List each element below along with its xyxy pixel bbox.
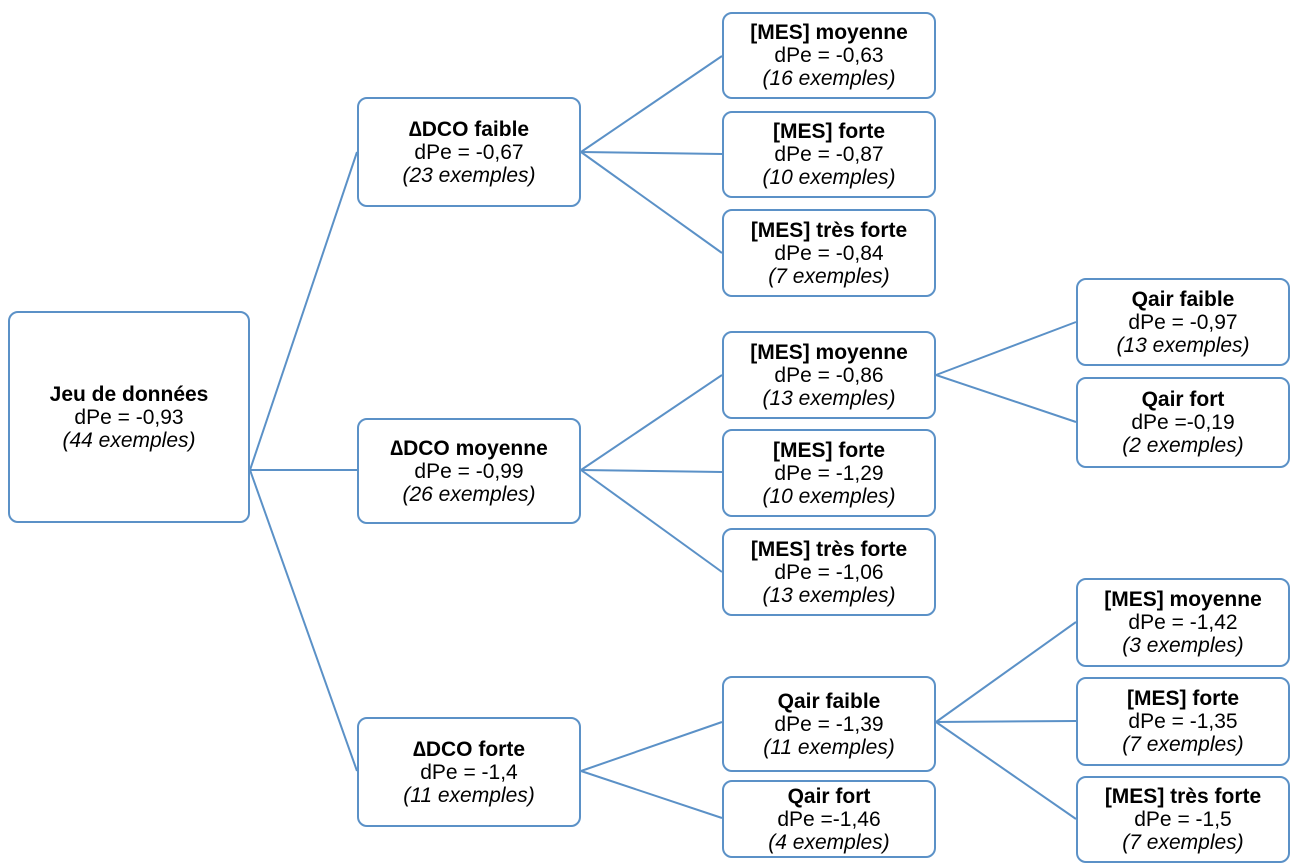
edge-qair-faible-mes-moyenne: [935, 621, 1077, 723]
node-mes-moyenne-qair-faible: Qair faible dPe = -0,97 (13 exemples): [1076, 278, 1290, 366]
node-dco-faible-mes-moyenne: [MES] moyenne dPe = -0,63 (16 exemples): [722, 12, 936, 99]
node-dpe-value: dPe = -1,4: [420, 760, 518, 784]
node-title: Jeu de données: [49, 382, 209, 406]
edge-dco-forte-qair-faible: [580, 721, 723, 772]
node-dpe-value: dPe = -0,67: [414, 140, 524, 164]
node-mes-moyenne-qair-fort: Qair fort dPe =-0,19 (2 exemples): [1076, 377, 1290, 468]
node-example-count: (13 exemples): [762, 386, 896, 410]
node-dco-moyenne-mes-moyenne: [MES] moyenne dPe = -0,86 (13 exemples): [722, 331, 936, 419]
node-example-count: (10 exemples): [762, 484, 896, 508]
node-title: [MES] forte: [773, 120, 885, 143]
node-example-count: (7 exemples): [1122, 831, 1244, 854]
node-example-count: (13 exemples): [762, 583, 896, 607]
node-dpe-value: dPe = -0,93: [74, 405, 184, 429]
node-example-count: (44 exemples): [62, 428, 196, 452]
node-dpe-value: dPe = -1,06: [774, 560, 884, 584]
node-example-count: (11 exemples): [763, 735, 895, 759]
node-dpe-value: dPe = -1,42: [1128, 611, 1238, 634]
edge-dco-faible-mes-tres-forte: [580, 151, 723, 254]
node-dco-forte: ∆DCO forte dPe = -1,4 (11 exemples): [357, 717, 581, 827]
node-title: [MES] très forte: [1104, 785, 1262, 808]
node-example-count: (10 exemples): [762, 166, 896, 189]
node-dpe-value: dPe = -0,99: [414, 459, 524, 483]
node-dpe-value: dPe = -1,29: [774, 461, 884, 485]
node-title: ∆DCO forte: [412, 737, 525, 761]
edge-dco-moyenne-mes-forte: [580, 469, 723, 473]
node-dco-faible-mes-tres-forte: [MES] très forte dPe = -0,84 (7 exemples…: [722, 209, 936, 297]
edge-dco-moyenne-mes-tres-forte: [580, 469, 723, 573]
node-example-count: (3 exemples): [1122, 634, 1244, 657]
node-title: ∆DCO faible: [408, 117, 530, 141]
node-dpe-value: dPe = -0,84: [774, 241, 884, 265]
node-title: [MES] très forte: [750, 537, 908, 561]
node-dpe-value: dPe = -1,5: [1134, 808, 1232, 831]
node-title: [MES] moyenne: [1104, 588, 1262, 611]
node-title: [MES] moyenne: [750, 340, 908, 364]
node-example-count: (23 exemples): [402, 163, 536, 187]
node-dpe-value: dPe = -0,87: [774, 143, 884, 166]
node-dpe-value: dPe = -0,63: [774, 44, 884, 67]
node-example-count: (13 exemples): [1116, 333, 1250, 357]
node-title: [MES] forte: [1127, 687, 1239, 710]
edge-dco-faible-mes-forte: [580, 151, 723, 155]
node-qair-faible-mes-tres-forte: [MES] très forte dPe = -1,5 (7 exemples): [1076, 776, 1290, 863]
node-title: [MES] moyenne: [750, 21, 908, 44]
node-example-count: (16 exemples): [762, 67, 896, 90]
node-example-count: (4 exemples): [768, 830, 890, 854]
node-example-count: (7 exemples): [1122, 733, 1244, 756]
node-dpe-value: dPe =-1,46: [777, 807, 881, 831]
edge-dco-faible-mes-moyenne: [580, 55, 723, 153]
node-dco-faible-mes-forte: [MES] forte dPe = -0,87 (10 exemples): [722, 111, 936, 198]
node-dco-moyenne-mes-forte: [MES] forte dPe = -1,29 (10 exemples): [722, 429, 936, 517]
node-dco-faible: ∆DCO faible dPe = -0,67 (23 exemples): [357, 97, 581, 207]
node-dpe-value: dPe =-0,19: [1131, 411, 1235, 434]
node-dpe-value: dPe = -1,39: [774, 712, 884, 736]
edge-dco-moyenne-mes-moyenne: [580, 374, 723, 471]
node-title: Qair faible: [1131, 287, 1235, 311]
edge-dco-forte-qair-fort: [580, 770, 723, 819]
node-example-count: (26 exemples): [402, 482, 536, 506]
node-qair-faible-mes-moyenne: [MES] moyenne dPe = -1,42 (3 exemples): [1076, 578, 1290, 667]
node-example-count: (11 exemples): [403, 783, 535, 807]
node-example-count: (7 exemples): [768, 264, 890, 288]
node-example-count: (2 exemples): [1122, 434, 1244, 457]
node-jeu-de-donnees: Jeu de données dPe = -0,93 (44 exemples): [8, 311, 250, 523]
node-dpe-value: dPe = -0,86: [774, 363, 884, 387]
edge-qair-faible-mes-tres-forte: [935, 721, 1077, 820]
edge-root-dco-faible: [249, 151, 358, 471]
node-dco-forte-qair-faible: Qair faible dPe = -1,39 (11 exemples): [722, 676, 936, 772]
node-title: [MES] très forte: [750, 218, 908, 242]
edge-root-dco-forte: [249, 469, 358, 772]
node-dpe-value: dPe = -0,97: [1128, 310, 1238, 334]
node-title: Qair faible: [777, 689, 881, 713]
node-qair-faible-mes-forte: [MES] forte dPe = -1,35 (7 exemples): [1076, 677, 1290, 766]
edge-mes-moyenne-qair-fort: [935, 374, 1077, 423]
node-dpe-value: dPe = -1,35: [1128, 710, 1238, 733]
edge-mes-moyenne-qair-faible: [935, 321, 1077, 376]
node-dco-moyenne-mes-tres-forte: [MES] très forte dPe = -1,06 (13 exemple…: [722, 528, 936, 616]
node-dco-moyenne: ∆DCO moyenne dPe = -0,99 (26 exemples): [357, 418, 581, 524]
edge-qair-faible-mes-forte: [935, 720, 1077, 723]
node-title: ∆DCO moyenne: [390, 436, 548, 460]
node-dco-forte-qair-fort: Qair fort dPe =-1,46 (4 exemples): [722, 780, 936, 858]
node-title: [MES] forte: [773, 438, 885, 462]
node-title: Qair fort: [1141, 388, 1225, 411]
node-title: Qair fort: [787, 784, 871, 808]
